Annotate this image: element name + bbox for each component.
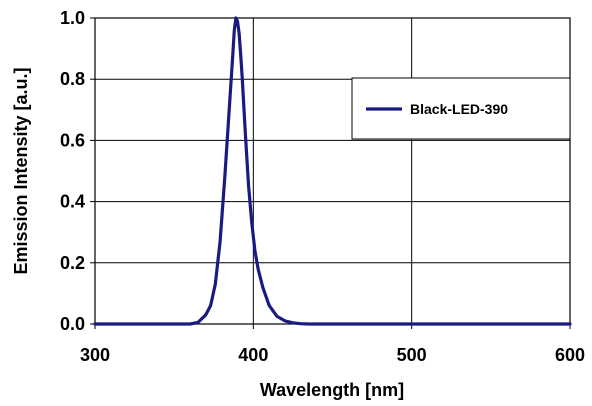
legend: Black-LED-390 xyxy=(351,77,571,140)
x-tick-label: 400 xyxy=(238,345,268,365)
grid xyxy=(94,17,571,325)
y-tick-label: 1.0 xyxy=(60,8,85,28)
series-line-black-led-390 xyxy=(93,16,572,326)
y-axis-label: Emission Intensity [a.u.] xyxy=(11,67,31,274)
x-tick-label: 600 xyxy=(555,345,585,365)
x-tick-label: 500 xyxy=(397,345,427,365)
y-axis: 0.0 0.2 0.4 0.6 0.8 1.0 xyxy=(60,8,95,334)
x-tick-label: 300 xyxy=(80,345,110,365)
y-tick-label: 0.8 xyxy=(60,69,85,89)
y-tick-label: 0.0 xyxy=(60,314,85,334)
plot-area xyxy=(94,17,571,325)
y-tick-label: 0.4 xyxy=(60,192,85,212)
x-axis-label: Wavelength [nm] xyxy=(260,380,404,400)
y-tick-label: 0.2 xyxy=(60,253,85,273)
y-tick-label: 0.6 xyxy=(60,130,85,150)
legend-label: Black-LED-390 xyxy=(410,101,508,117)
x-axis: 300 400 500 600 xyxy=(80,324,585,365)
